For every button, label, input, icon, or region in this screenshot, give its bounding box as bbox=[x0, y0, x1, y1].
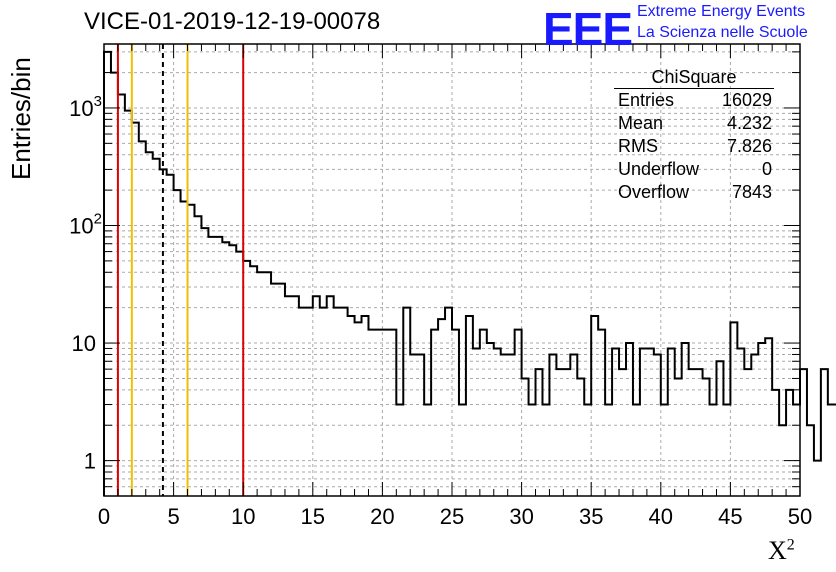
stats-row-mean: Mean 4.232 bbox=[606, 112, 782, 135]
stats-value: 7843 bbox=[731, 182, 772, 202]
x-tick-label: 30 bbox=[509, 504, 533, 529]
stats-row-entries: Entries 16029 bbox=[606, 89, 782, 112]
x-tick-label: 50 bbox=[788, 504, 812, 529]
stats-value: 4.232 bbox=[726, 113, 772, 133]
stats-label: Overflow bbox=[618, 182, 690, 202]
eee-logo: EEE bbox=[543, 3, 633, 55]
x-tick-label: 20 bbox=[370, 504, 394, 529]
stats-row-underflow: Underflow 0 bbox=[606, 158, 782, 181]
x-tick-label: 5 bbox=[167, 504, 179, 529]
histogram-series bbox=[103, 50, 836, 496]
x-axis-label-base: X bbox=[768, 536, 787, 565]
x-tick-label: 0 bbox=[98, 504, 110, 529]
stats-label: RMS bbox=[618, 136, 658, 156]
stats-name: ChiSquare bbox=[614, 66, 774, 89]
x-axis-label: X2 bbox=[768, 536, 795, 566]
chart-title: VICE-01-2019-12-19-00078 bbox=[84, 8, 381, 35]
y-tick-label: 1 bbox=[84, 449, 96, 474]
stats-label: Underflow bbox=[618, 159, 700, 179]
stats-value: 0 bbox=[761, 159, 772, 179]
x-tick-label: 45 bbox=[718, 504, 742, 529]
stats-value: 16029 bbox=[721, 90, 772, 110]
stats-label: Mean bbox=[618, 113, 664, 133]
x-tick-label: 15 bbox=[301, 504, 325, 529]
y-tick-label: 102 bbox=[69, 211, 102, 239]
x-tick-label: 25 bbox=[440, 504, 464, 529]
logo-tagline-2: La Scienza nelle Scuole bbox=[637, 24, 808, 41]
stats-value: 7.826 bbox=[726, 136, 772, 156]
stats-row-rms: RMS 7.826 bbox=[606, 135, 782, 158]
y-tick-label: 103 bbox=[69, 93, 102, 121]
stats-label: Entries bbox=[618, 90, 675, 110]
logo-tagline-1: Extreme Energy Events bbox=[637, 3, 806, 20]
x-tick-label: 10 bbox=[231, 504, 255, 529]
x-axis-label-sup: 2 bbox=[786, 536, 795, 554]
x-tick-label: 40 bbox=[649, 504, 673, 529]
stats-box: ChiSquare Entries 16029 Mean 4.232 RMS 7.82… bbox=[606, 66, 782, 204]
y-tick-label: 10 bbox=[72, 331, 96, 356]
x-tick-label: 35 bbox=[579, 504, 603, 529]
stats-row-overflow: Overflow 7843 bbox=[606, 181, 782, 204]
y-axis-label: Entries/bin bbox=[6, 57, 36, 180]
